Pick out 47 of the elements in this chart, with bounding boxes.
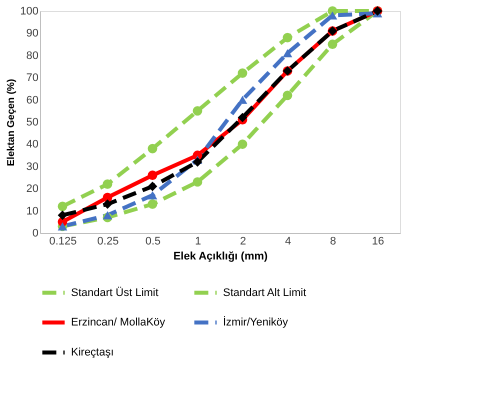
y-tick-label: 10 xyxy=(26,205,38,218)
x-tick-label: 0.25 xyxy=(97,236,119,248)
legend-label: İzmir/Yeniköy xyxy=(223,316,289,328)
point xyxy=(192,177,202,187)
y-tick-label: 60 xyxy=(26,94,38,106)
y-tick-label: 20 xyxy=(26,183,38,196)
point xyxy=(328,40,338,50)
point xyxy=(58,210,68,220)
point xyxy=(238,139,248,149)
point xyxy=(238,68,248,78)
point xyxy=(58,202,68,212)
y-tick-label: 90 xyxy=(26,28,38,40)
y-axis-title: Elektan Geçen (%) xyxy=(6,78,18,166)
point xyxy=(282,32,292,42)
legend-label: Standart Üst Limit xyxy=(71,286,158,299)
y-tick-label: 100 xyxy=(20,6,38,18)
legend-label: Standart Alt Limit xyxy=(223,286,306,299)
x-tick-label: 2 xyxy=(240,236,246,248)
x-tick-label: 0.125 xyxy=(49,236,77,248)
y-tick-label: 70 xyxy=(26,72,38,84)
x-axis-title: Elek Açıklığı (mm) xyxy=(173,250,268,262)
x-tick-label: 1 xyxy=(194,236,202,248)
point xyxy=(102,199,112,209)
point xyxy=(238,112,248,122)
x-tick-label: 16 xyxy=(372,236,384,248)
y-tick-label: 80 xyxy=(26,50,38,62)
point xyxy=(192,106,202,116)
point xyxy=(148,191,158,200)
point xyxy=(238,96,248,104)
y-tick-label: 30 xyxy=(26,160,38,173)
point xyxy=(148,182,158,192)
point xyxy=(148,199,158,209)
y-tick-label: 50 xyxy=(26,116,38,128)
point xyxy=(102,179,112,189)
point xyxy=(282,49,292,58)
x-tick-label: 8 xyxy=(330,236,336,248)
x-tick-label: 4 xyxy=(284,236,292,248)
point xyxy=(148,144,158,154)
legend-label: Erzincan/ MollaKöy xyxy=(71,316,166,328)
x-tick-label: 0.5 xyxy=(145,236,161,248)
y-tick-label: 0 xyxy=(32,228,38,240)
point xyxy=(102,211,112,220)
point xyxy=(148,170,158,180)
point xyxy=(282,90,292,100)
y-tick-label: 40 xyxy=(26,138,38,151)
legend-label: Kireçtaşı xyxy=(71,346,114,358)
point xyxy=(192,157,202,167)
